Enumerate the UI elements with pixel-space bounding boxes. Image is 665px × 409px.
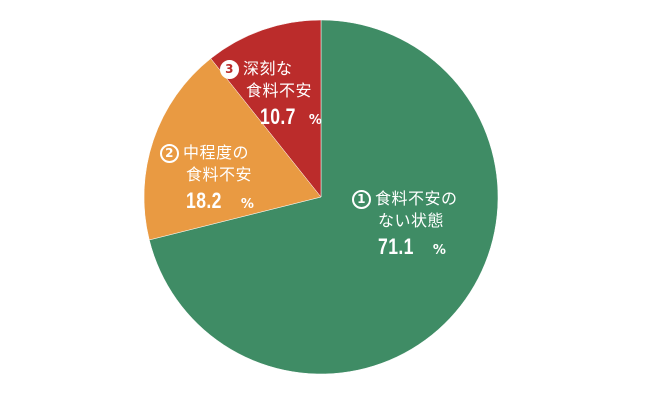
label-line: ない状態	[378, 211, 445, 230]
unit: %	[240, 197, 255, 212]
label-line: 食料不安	[186, 165, 253, 184]
circled-number: 3	[220, 60, 239, 79]
label-line: 食料不安	[246, 81, 313, 100]
slice-label-1: 1 食料不安の ない状態 71.1%	[352, 188, 458, 262]
slice-label-2: 2 中程度の 食料不安 18.2%	[160, 142, 254, 216]
label-line: 中程度の	[183, 143, 250, 162]
label-line: 食料不安の	[375, 189, 458, 208]
unit: %	[308, 113, 323, 128]
pie-slice-1	[148, 19, 499, 375]
label-line: 深刻な	[243, 59, 293, 78]
unit: %	[432, 243, 447, 258]
slice-label-3: 3 深刻な 食料不安 10.7%	[220, 58, 322, 132]
circled-number: 2	[160, 144, 179, 163]
data-label: 18.2	[186, 188, 222, 213]
data-label: 71.1	[378, 234, 414, 259]
data-label: 10.7	[260, 104, 296, 129]
circled-number: 1	[352, 190, 371, 209]
pie-slice-2	[143, 58, 322, 241]
pie-slice-3	[210, 19, 322, 198]
